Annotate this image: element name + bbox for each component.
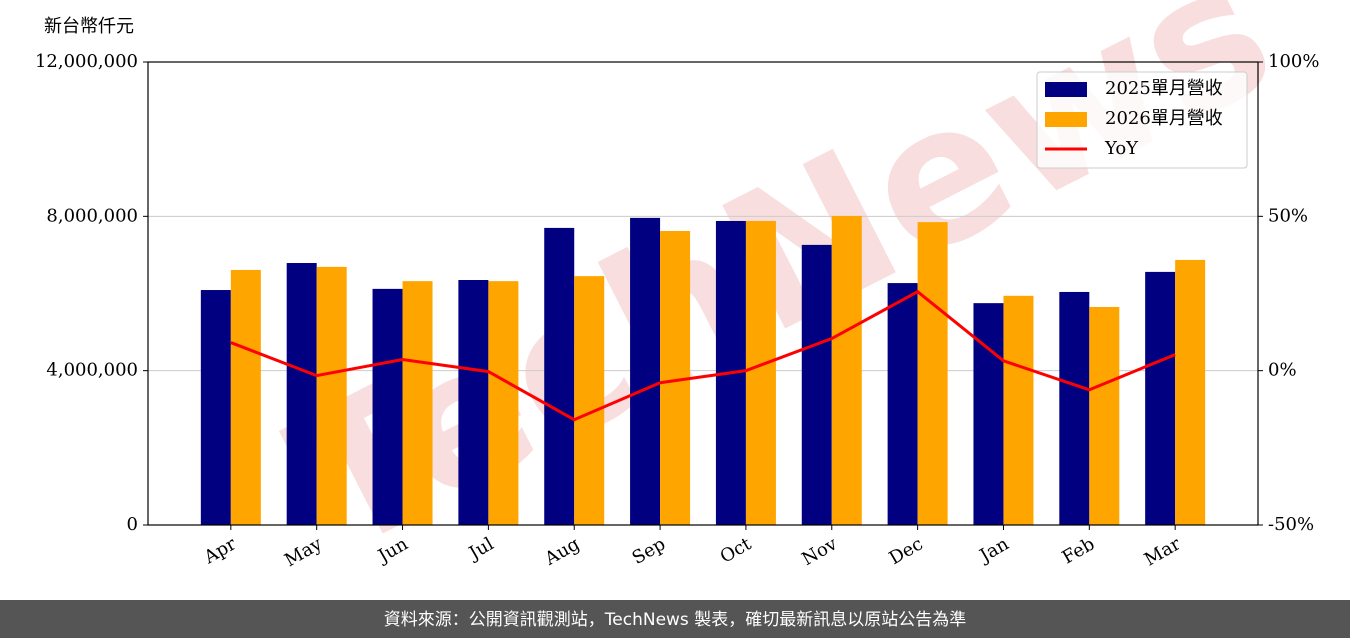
bar — [1059, 291, 1090, 525]
x-tick-label: Mar — [1141, 533, 1185, 570]
x-tick-label: May — [281, 533, 326, 571]
bar — [372, 288, 403, 525]
bar — [230, 269, 261, 525]
bar — [1175, 259, 1206, 525]
legend-swatch — [1045, 112, 1087, 127]
bar — [200, 290, 231, 525]
bar — [630, 217, 661, 526]
x-tick-label: Oct — [717, 533, 756, 568]
legend-box — [1036, 71, 1248, 169]
bar — [1003, 295, 1034, 525]
bar — [286, 263, 317, 525]
y-tick-label: 0 — [127, 514, 138, 535]
bar — [316, 266, 347, 525]
bar — [458, 279, 489, 525]
y-tick-label: 8,000,000 — [46, 205, 138, 226]
bar — [801, 244, 832, 525]
x-tick-label: Dec — [886, 533, 927, 569]
bar — [402, 281, 433, 525]
yoy-line — [230, 289, 1176, 422]
bar — [745, 220, 776, 526]
bar — [973, 303, 1004, 525]
y-tick-label: 12,000,000 — [35, 51, 138, 72]
bar — [488, 281, 519, 525]
y2-tick-label: -50% — [1268, 514, 1314, 535]
legend-label: 2025單月營收 — [1105, 78, 1223, 99]
bar — [544, 227, 575, 526]
y-tick-label: 4,000,000 — [46, 360, 138, 381]
footer: 資料來源：公開資訊觀測站，TechNews 製表，確切最新訊息以原站公告為準 — [384, 610, 966, 630]
footer-band — [0, 600, 1350, 638]
bar — [887, 283, 918, 525]
x-tick-label: Jan — [975, 533, 1013, 567]
y2-tick-label: 0% — [1268, 360, 1297, 381]
y-axis-label: 新台幣仟元 — [44, 16, 134, 37]
bar — [574, 276, 605, 525]
x-tick-label: Nov — [798, 533, 841, 570]
legend-swatch — [1045, 82, 1087, 97]
x-tick-label: Feb — [1059, 533, 1099, 568]
x-tick-label: Apr — [200, 533, 240, 568]
bar — [831, 215, 862, 525]
x-tick-label: Aug — [541, 533, 584, 570]
x-tick-label: Sep — [629, 533, 669, 568]
bar — [1089, 307, 1120, 525]
y2-tick-label: 100% — [1268, 51, 1319, 72]
bar — [917, 222, 948, 525]
legend: 2025單月營收 2026單月營收 YoY — [1036, 71, 1248, 169]
legend-label: YoY — [1104, 138, 1139, 159]
bar — [1145, 271, 1176, 525]
legend-label: 2026單月營收 — [1105, 108, 1223, 129]
y2-tick-label: 50% — [1268, 205, 1308, 226]
plot-frame — [147, 61, 1259, 526]
